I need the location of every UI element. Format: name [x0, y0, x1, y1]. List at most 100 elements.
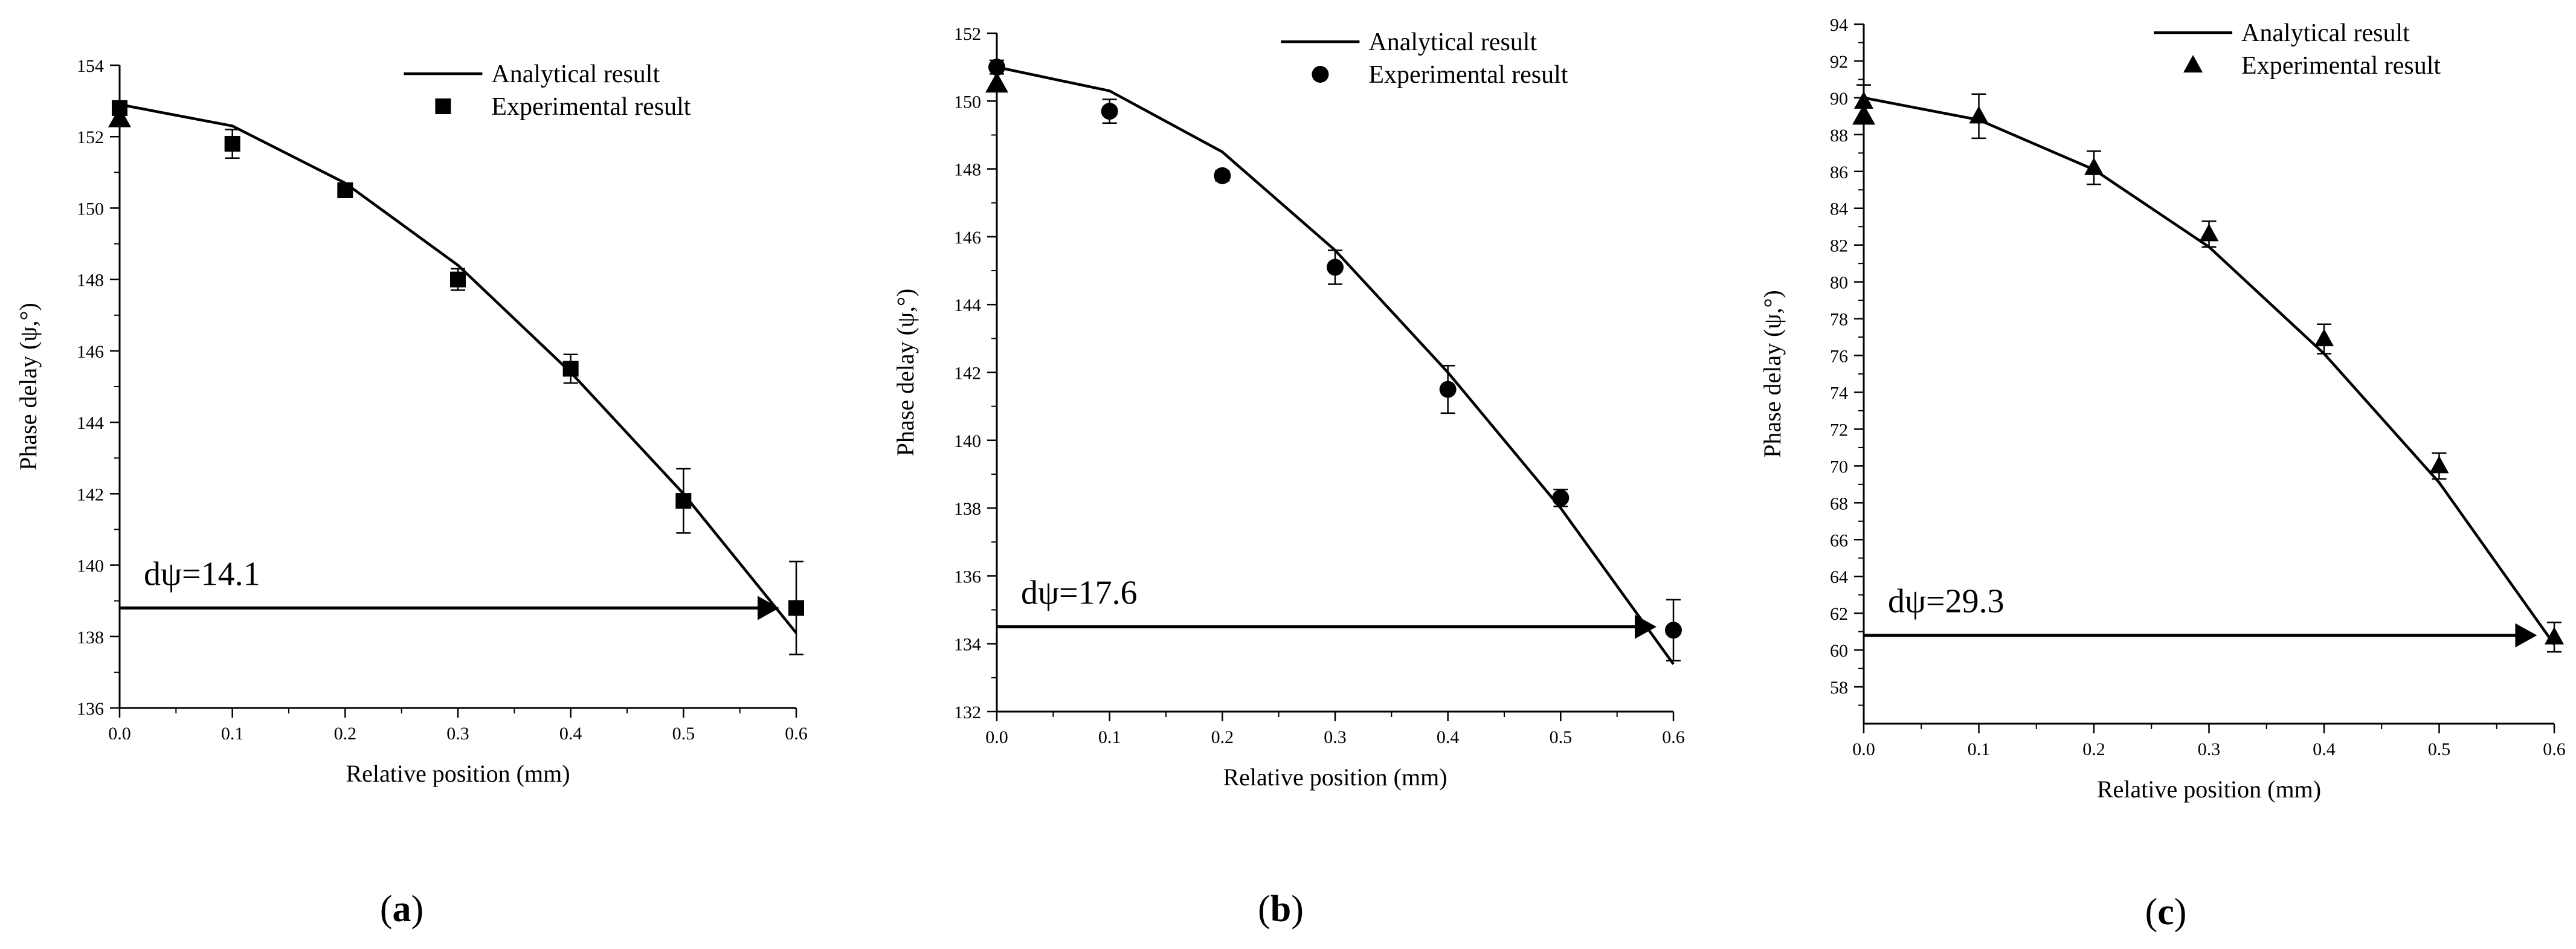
y-tick-label: 138	[77, 628, 104, 648]
data-point	[788, 600, 804, 616]
data-point	[562, 361, 579, 377]
y-tick-label: 132	[954, 703, 981, 722]
legend-label: Analytical result	[1368, 28, 1537, 56]
y-tick-label: 152	[954, 24, 981, 44]
data-point	[1439, 381, 1457, 398]
data-point	[1214, 167, 1231, 184]
y-tick-label: 146	[77, 342, 104, 362]
y-tick-label: 140	[954, 431, 981, 451]
y-tick-label: 146	[954, 228, 981, 248]
x-tick-label: 0.5	[672, 724, 695, 744]
x-tick-label: 0.2	[1211, 727, 1234, 747]
data-point	[2314, 329, 2334, 347]
chart-panel-2: 0.0 0.1 0.2 0.3 0.4 0.5 0.6 132 134 136 138 140 142 1…	[892, 24, 1685, 930]
x-tick-label: 0.2	[2082, 739, 2105, 759]
y-tick-label: 58	[1830, 678, 1848, 698]
data-point	[2084, 157, 2104, 175]
y-tick-label: 144	[954, 295, 981, 315]
y-tick-label: 148	[954, 160, 981, 180]
x-tick-label: 0.6	[1662, 727, 1685, 747]
y-tick-label: 142	[77, 484, 104, 504]
y-tick-label: 78	[1830, 310, 1848, 330]
y-tick-label: 140	[77, 556, 104, 576]
y-tick-label: 150	[954, 92, 981, 112]
y-tick-label: 94	[1830, 15, 1848, 35]
y-tick-label: 138	[954, 499, 981, 519]
x-tick-label: 0.4	[559, 724, 582, 744]
y-tick-label: 84	[1830, 199, 1848, 219]
y-tick-label: 88	[1830, 126, 1848, 146]
chart-panel-3: 0.0 0.1 0.2 0.3 0.4 0.5 0.6 58 60 62 64 66 68 70 72 74 7…	[1759, 15, 2566, 933]
start-marker	[108, 106, 131, 127]
y-tick-label: 150	[77, 199, 104, 219]
y-tick-label: 152	[77, 127, 104, 147]
x-axis-title: Relative position (mm)	[346, 760, 570, 787]
legend-label: Experimental result	[2241, 52, 2441, 80]
data-point	[1854, 91, 1873, 109]
x-tick-label: 0.0	[108, 724, 131, 744]
x-axis-title: Relative position (mm)	[2097, 776, 2321, 803]
reference-arrowhead	[2515, 623, 2537, 648]
x-tick-label: 0.1	[1098, 727, 1121, 747]
x-tick-label: 0.4	[1437, 727, 1460, 747]
data-point	[2199, 224, 2219, 242]
y-tick-label: 134	[954, 635, 981, 655]
chart-panel-1: 0.0 0.1 0.2 0.3 0.4 0.5 0.6 136 138 140 142 144 146 1…	[14, 56, 808, 930]
delta-annotation: dψ=29.3	[1888, 583, 2004, 620]
y-tick-label: 154	[77, 56, 104, 76]
legend-marker-swatch	[1312, 66, 1329, 83]
y-tick-label: 82	[1830, 236, 1848, 256]
legend-label: Analytical result	[2241, 19, 2410, 47]
delta-annotation: dψ=14.1	[144, 555, 260, 593]
y-tick-label: 68	[1830, 494, 1848, 513]
x-tick-label: 0.4	[2313, 739, 2336, 759]
x-tick-label: 0.6	[785, 724, 808, 744]
panel-label: (c)	[2145, 892, 2187, 933]
y-tick-label: 92	[1830, 52, 1848, 72]
y-axis-title: Phase delay (ψ,°)	[1759, 290, 1786, 458]
y-tick-label: 62	[1830, 604, 1848, 624]
data-point	[450, 271, 466, 288]
y-tick-label: 90	[1830, 89, 1848, 109]
start-marker	[985, 72, 1008, 93]
y-tick-label: 136	[954, 567, 981, 587]
data-point	[2429, 455, 2449, 474]
y-tick-label: 72	[1830, 420, 1848, 440]
x-tick-label: 0.3	[2198, 739, 2221, 759]
data-point	[988, 59, 1005, 76]
x-tick-label: 0.3	[446, 724, 469, 744]
y-tick-label: 136	[77, 699, 104, 719]
data-point	[1665, 622, 1682, 639]
data-point	[2545, 626, 2564, 645]
x-axis-title: Relative position (mm)	[1223, 764, 1447, 791]
legend-marker-swatch	[2183, 55, 2203, 72]
data-point	[1327, 259, 1344, 276]
y-tick-label: 70	[1830, 457, 1848, 477]
legend-label: Experimental result	[1368, 61, 1568, 89]
y-tick-label: 60	[1830, 641, 1848, 661]
x-tick-label: 0.0	[1852, 739, 1875, 759]
panel-label: (a)	[380, 889, 423, 930]
x-tick-label: 0.0	[985, 727, 1008, 747]
y-tick-label: 76	[1830, 347, 1848, 367]
x-tick-label: 0.5	[2428, 739, 2451, 759]
y-axis-title: Phase delay (ψ,°)	[14, 303, 42, 471]
reference-arrowhead	[758, 596, 779, 620]
x-tick-label: 0.5	[1550, 727, 1573, 747]
x-tick-label: 0.2	[334, 724, 357, 744]
data-point	[1101, 103, 1118, 120]
analytical-line	[119, 103, 797, 634]
y-axis-title: Phase delay (ψ,°)	[892, 289, 919, 457]
x-tick-label: 0.6	[2543, 739, 2566, 759]
y-tick-label: 64	[1830, 567, 1848, 587]
data-point	[1969, 106, 1989, 124]
x-tick-label: 0.1	[221, 724, 244, 744]
panel-label: (b)	[1258, 889, 1304, 930]
data-point	[337, 182, 353, 198]
x-tick-label: 0.1	[1968, 739, 1991, 759]
y-tick-label: 86	[1830, 162, 1848, 182]
y-tick-label: 142	[954, 364, 981, 384]
y-tick-label: 66	[1830, 530, 1848, 550]
start-marker	[1852, 104, 1875, 125]
